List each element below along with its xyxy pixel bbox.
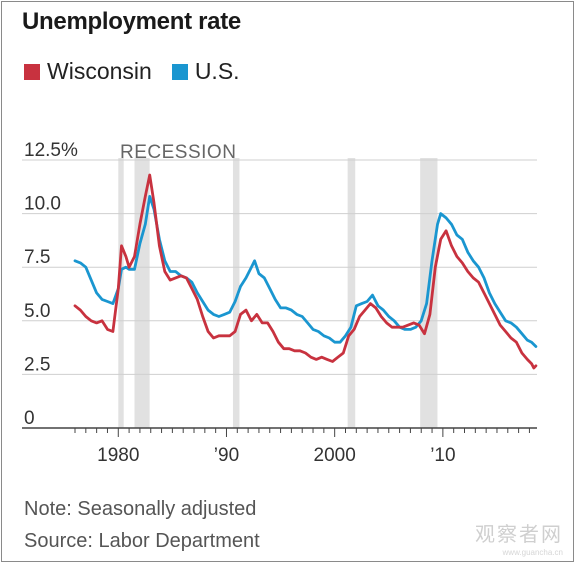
legend-swatch-wisconsin	[24, 63, 40, 80]
recession-band-0	[118, 158, 124, 428]
watermark: 观察者网	[475, 524, 563, 546]
x-tick-label: 1980	[97, 445, 139, 466]
watermark-url: www.guancha.cn	[502, 548, 563, 557]
y-tick-label: 0	[24, 408, 35, 429]
legend-label-wisconsin: Wisconsin	[47, 58, 152, 84]
legend-label-us: U.S.	[194, 58, 240, 84]
legend: Wisconsin U.S.	[24, 58, 260, 85]
chart-title: Unemployment rate	[22, 8, 241, 35]
y-tick-label: 5.0	[24, 301, 50, 322]
y-tick-label: 7.5	[24, 247, 50, 268]
y-tick-label: 10.0	[24, 194, 61, 215]
legend-item-wisconsin: Wisconsin	[24, 58, 152, 85]
chart-note: Note: Seasonally adjusted	[24, 498, 257, 520]
legend-item-us: U.S.	[171, 58, 240, 85]
x-tick-label: ’90	[214, 445, 239, 466]
recession-band-2	[232, 158, 240, 428]
recession-label: RECESSION	[120, 142, 236, 163]
recession-band-1	[134, 158, 150, 428]
y-tick-label: 12.5%	[24, 140, 78, 161]
chart-source: Source: Labor Department	[24, 530, 260, 552]
recession-band-3	[347, 158, 356, 428]
x-tick-label: 2000	[314, 445, 356, 466]
series-line-wisconsin	[73, 173, 538, 370]
x-tick-label: ’10	[430, 445, 455, 466]
y-tick-label: 2.5	[24, 354, 50, 375]
series-line-us	[73, 195, 538, 348]
legend-swatch-us	[171, 63, 188, 80]
